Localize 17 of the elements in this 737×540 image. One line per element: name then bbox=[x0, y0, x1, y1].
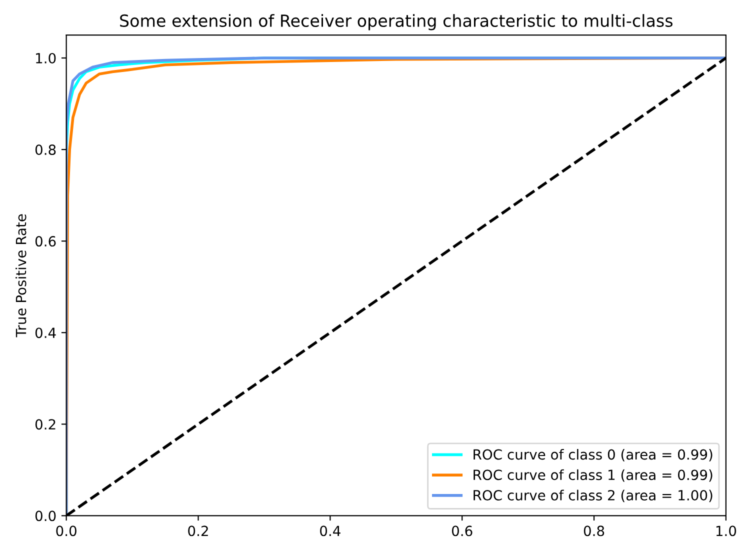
x-tick-label: 0.4 bbox=[320, 526, 340, 536]
y-tick-label: 0.2 bbox=[35, 419, 56, 430]
y-tick-label: 0.8 bbox=[35, 144, 56, 156]
x-tick-label: 0.8 bbox=[584, 526, 604, 536]
y-axis-title: True Positive Rate bbox=[16, 214, 26, 338]
y-tick-label: 0.0 bbox=[35, 510, 56, 522]
x-tick-label: 1.0 bbox=[716, 526, 736, 536]
legend-label: ROC curve of class 1 (area = 0.99) bbox=[474, 469, 712, 482]
chart-title: Some extension of Receiver operating characteristic to multi-class bbox=[120, 14, 672, 30]
y-tick-label: 1.0 bbox=[36, 52, 56, 64]
x-tick-label: 0.2 bbox=[188, 526, 208, 536]
x-tick-label: 0.6 bbox=[452, 526, 472, 536]
y-tick-label: 0.6 bbox=[35, 236, 56, 247]
y-tick-label: 0.4 bbox=[35, 328, 56, 338]
x-tick-label: 0.0 bbox=[56, 526, 76, 536]
legend-label: ROC curve of class 2 (area = 1.00) bbox=[474, 490, 712, 502]
legend-label: ROC curve of class 0 (area = 0.99) bbox=[474, 448, 712, 462]
